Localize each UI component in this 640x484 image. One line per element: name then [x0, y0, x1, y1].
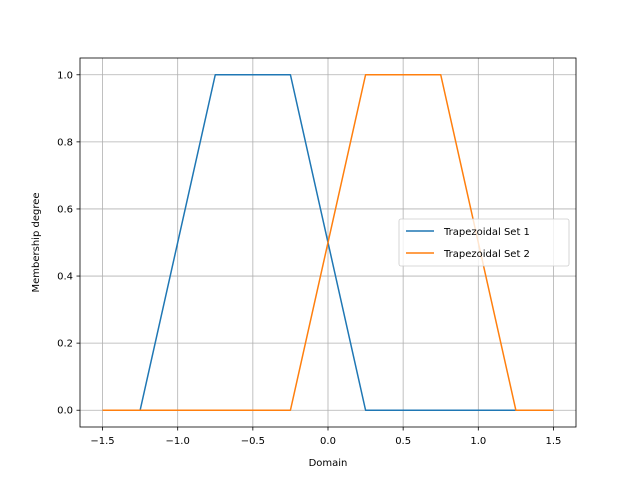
y-tick-label: 0.8 — [57, 137, 73, 148]
tick-layer: −1.5 −1.0 −0.5 0.0 0.5 1.0 1.5 0.0 0.2 0.4 0.6 0.8 1… — [57, 70, 561, 447]
x-axis-label: Domain — [309, 458, 348, 469]
x-tick-label: −0.5 — [241, 436, 265, 447]
y-tick-label: 1.0 — [57, 70, 73, 81]
legend-label-series-1: Trapezoidal Set 1 — [443, 227, 530, 238]
legend: Trapezoidal Set 1 Trapezoidal Set 2 — [398, 218, 570, 267]
x-tick-label: 0.0 — [320, 436, 336, 447]
x-tick-label: 0.5 — [395, 436, 411, 447]
series-layer — [102, 74, 554, 411]
y-axis-label: Membership degree — [31, 192, 42, 292]
x-tick-label: −1.0 — [166, 436, 190, 447]
y-tick-label: 0.6 — [57, 204, 73, 215]
legend-label-series-2: Trapezoidal Set 2 — [443, 249, 530, 260]
legend-box — [398, 218, 570, 267]
x-tick-label: 1.0 — [470, 436, 486, 447]
series-line-2 — [102, 74, 554, 411]
x-tick-label: 1.5 — [546, 436, 562, 447]
y-tick-label: 0.2 — [57, 339, 73, 350]
x-tick-label: −1.5 — [90, 436, 114, 447]
y-tick-label: 0.0 — [57, 406, 73, 417]
y-tick-label: 0.4 — [57, 272, 73, 283]
